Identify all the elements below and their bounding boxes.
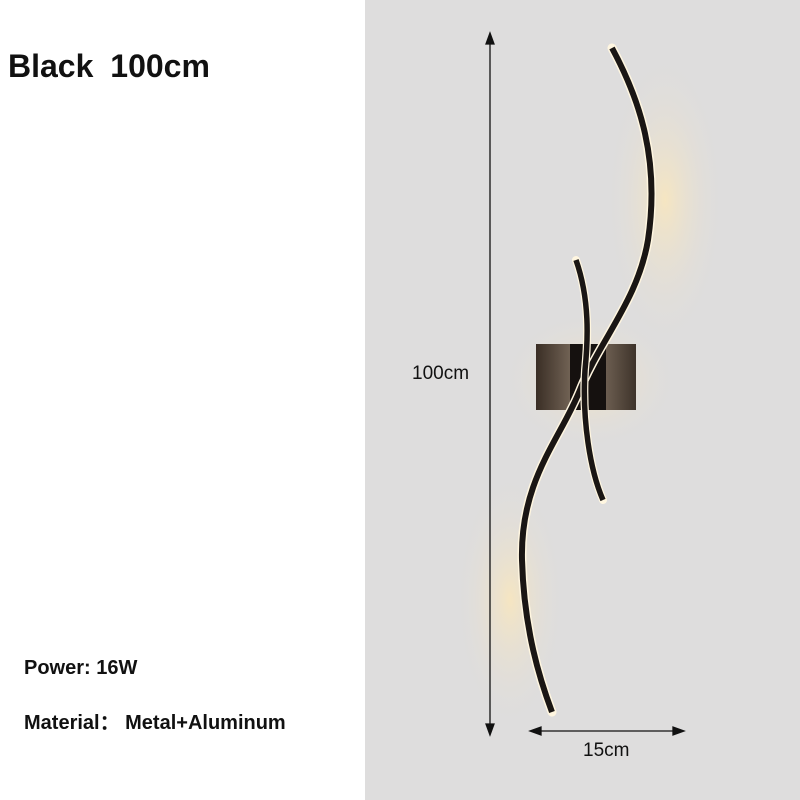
height-dimension-arrow <box>485 31 495 737</box>
power-spec: Power: 16W <box>24 657 138 679</box>
width-label: 15cm <box>583 740 630 761</box>
height-label: 100cm <box>412 363 470 384</box>
width-dimension-arrow <box>528 726 686 736</box>
info-panel <box>0 0 365 800</box>
product-title: Black 100cm <box>8 48 210 84</box>
material-spec: Material： Metal+Aluminum <box>24 712 286 734</box>
